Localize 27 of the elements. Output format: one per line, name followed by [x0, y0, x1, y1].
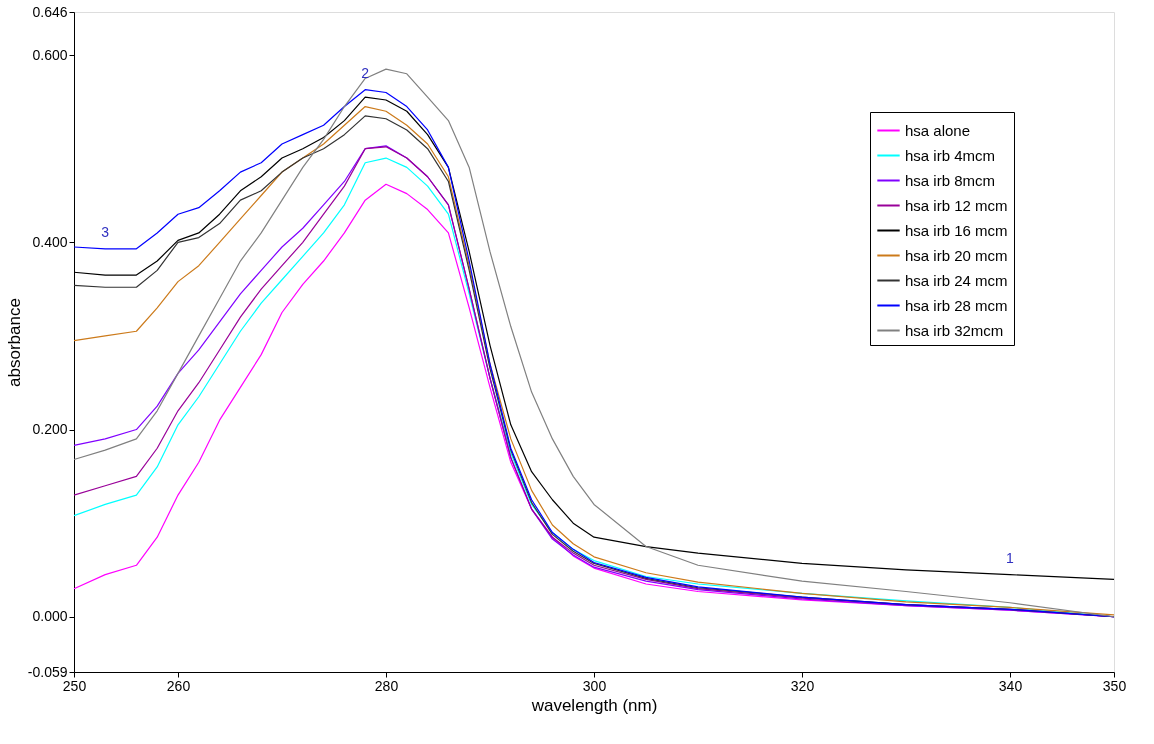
y-tick-label: 0.000: [32, 608, 68, 625]
legend-label: hsa irb 4mcm: [905, 146, 996, 164]
y-axis-title: absorbance: [4, 298, 24, 387]
legend-label: hsa irb 16 mcm: [905, 221, 1008, 239]
x-tick-label: 280: [374, 677, 399, 694]
annotation: 1: [1006, 549, 1015, 566]
legend-label: hsa alone: [905, 121, 971, 139]
annotation: 3: [101, 223, 110, 240]
x-tick-label: 350: [1102, 677, 1127, 694]
y-tick-label: 0.200: [32, 421, 68, 438]
annotation: 2: [361, 64, 370, 81]
y-tick-label: 0.400: [32, 233, 68, 250]
legend-label: hsa irb 24 mcm: [905, 271, 1008, 289]
x-tick-label: 340: [998, 677, 1023, 694]
legend-label: hsa irb 8mcm: [905, 171, 996, 189]
x-tick-label: 250: [62, 677, 87, 694]
legend-label: hsa irb 12 mcm: [905, 196, 1008, 214]
x-axis-title: wavelength (nm): [530, 695, 658, 715]
y-tick-label: 0.646: [32, 3, 68, 20]
legend-label: hsa irb 20 mcm: [905, 246, 1008, 264]
legend-label: hsa irb 32mcm: [905, 321, 1004, 339]
y-tick-label: 0.600: [32, 46, 68, 63]
legend-label: hsa irb 28 mcm: [905, 296, 1008, 314]
x-tick-label: 260: [166, 677, 191, 694]
x-tick-label: 320: [790, 677, 815, 694]
x-tick-label: 300: [582, 677, 607, 694]
y-tick-label: -0.059: [27, 663, 68, 680]
